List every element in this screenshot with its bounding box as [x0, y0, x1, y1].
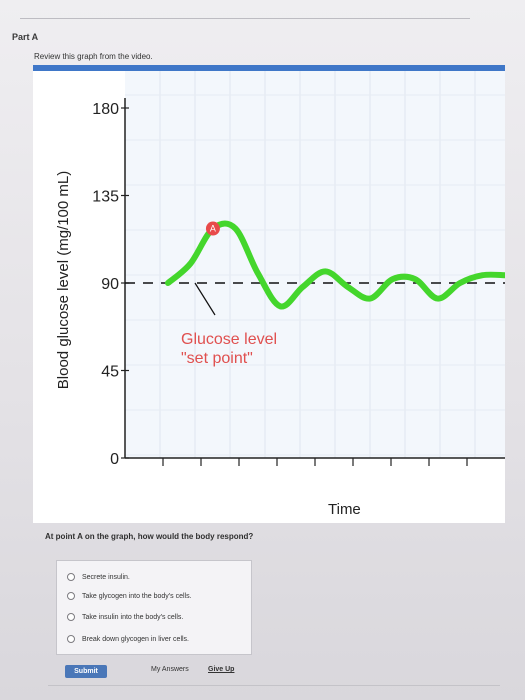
- option-break-down-glycogen[interactable]: Break down glycogen in liver cells.: [67, 635, 189, 643]
- point-a-label: A: [210, 224, 216, 234]
- give-up-link[interactable]: Give Up: [208, 666, 235, 673]
- y-ticks: 180 135 90 45 0: [92, 101, 129, 468]
- y-tick-label: 135: [92, 189, 119, 206]
- bottom-divider: [48, 685, 500, 686]
- top-divider: [20, 18, 470, 19]
- chart-plot-background: [125, 71, 505, 458]
- radio-button[interactable]: [67, 592, 75, 600]
- option-label: Break down glycogen in liver cells.: [82, 635, 189, 643]
- y-tick-label: 45: [101, 364, 119, 381]
- part-label: Part A: [12, 32, 39, 42]
- instruction-text: Review this graph from the video.: [34, 52, 153, 61]
- option-take-glycogen[interactable]: Take glycogen into the body's cells.: [67, 592, 192, 600]
- option-secrete-insulin[interactable]: Secrete insulin.: [67, 573, 130, 581]
- option-label: Take insulin into the body's cells.: [82, 613, 184, 621]
- option-label: Take glycogen into the body's cells.: [82, 592, 192, 600]
- radio-button[interactable]: [67, 613, 75, 621]
- y-tick-label: 180: [92, 101, 119, 118]
- set-point-label-line2: "set point": [181, 350, 253, 367]
- x-ticks: [162, 458, 468, 466]
- answer-options: Secrete insulin. Take glycogen into the …: [56, 560, 252, 655]
- y-tick-label: 0: [110, 451, 119, 468]
- glucose-series-line: [165, 220, 505, 310]
- y-axis-label: Blood glucose level (mg/100 mL): [55, 171, 72, 389]
- option-label: Secrete insulin.: [82, 573, 130, 581]
- my-answers-link[interactable]: My Answers: [151, 666, 189, 673]
- point-a-marker: [205, 221, 220, 236]
- radio-button[interactable]: [67, 573, 75, 581]
- y-tick-label: 90: [101, 276, 119, 293]
- graph-panel: 180 135 90 45 0 Glucose level "set point" A …: [33, 65, 505, 523]
- question-text: At point A on the graph, how would the b…: [45, 532, 254, 541]
- chart-grid: [125, 71, 505, 458]
- set-point-label-line1: Glucose level: [181, 331, 277, 348]
- x-axis-label: Time: [328, 501, 361, 518]
- radio-button[interactable]: [67, 635, 75, 643]
- submit-button[interactable]: Submit: [65, 665, 107, 678]
- option-take-insulin[interactable]: Take insulin into the body's cells.: [67, 613, 183, 621]
- set-point-pointer-line: [194, 282, 216, 316]
